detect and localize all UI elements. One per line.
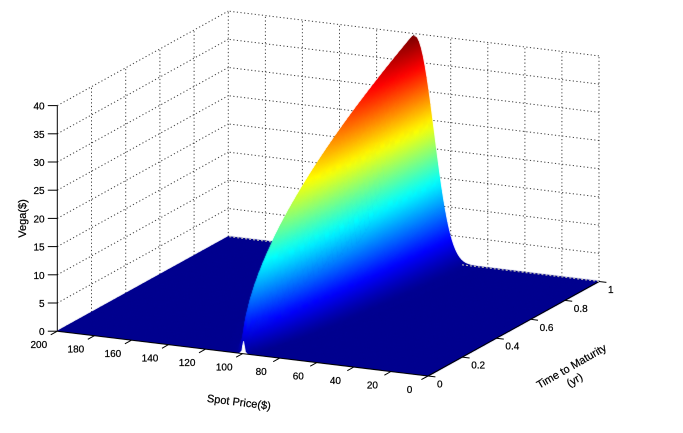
svg-text:Spot Price($): Spot Price($) (206, 393, 271, 413)
svg-text:0: 0 (39, 327, 45, 338)
svg-text:Vega($): Vega($) (17, 199, 29, 238)
svg-text:100: 100 (216, 363, 233, 374)
svg-text:40: 40 (33, 102, 45, 113)
svg-text:180: 180 (68, 345, 85, 356)
svg-text:35: 35 (33, 130, 45, 141)
svg-text:0: 0 (437, 380, 443, 391)
svg-text:1: 1 (608, 285, 614, 296)
svg-text:20: 20 (33, 214, 45, 225)
svg-text:15: 15 (33, 243, 45, 254)
svg-text:30: 30 (33, 158, 45, 169)
svg-text:200: 200 (30, 340, 47, 351)
svg-text:25: 25 (33, 186, 45, 197)
svg-text:0.2: 0.2 (471, 361, 485, 372)
svg-text:40: 40 (330, 376, 342, 387)
svg-text:0.8: 0.8 (574, 304, 588, 315)
svg-text:80: 80 (256, 367, 268, 378)
svg-text:10: 10 (33, 271, 45, 282)
svg-text:60: 60 (293, 372, 305, 383)
svg-text:0: 0 (407, 385, 413, 396)
svg-text:0.6: 0.6 (540, 323, 554, 334)
svg-text:5: 5 (39, 299, 45, 310)
svg-text:140: 140 (142, 354, 159, 365)
svg-text:20: 20 (367, 380, 379, 391)
svg-text:120: 120 (179, 358, 196, 369)
svg-text:0.4: 0.4 (505, 342, 519, 353)
svg-text:160: 160 (105, 349, 122, 360)
